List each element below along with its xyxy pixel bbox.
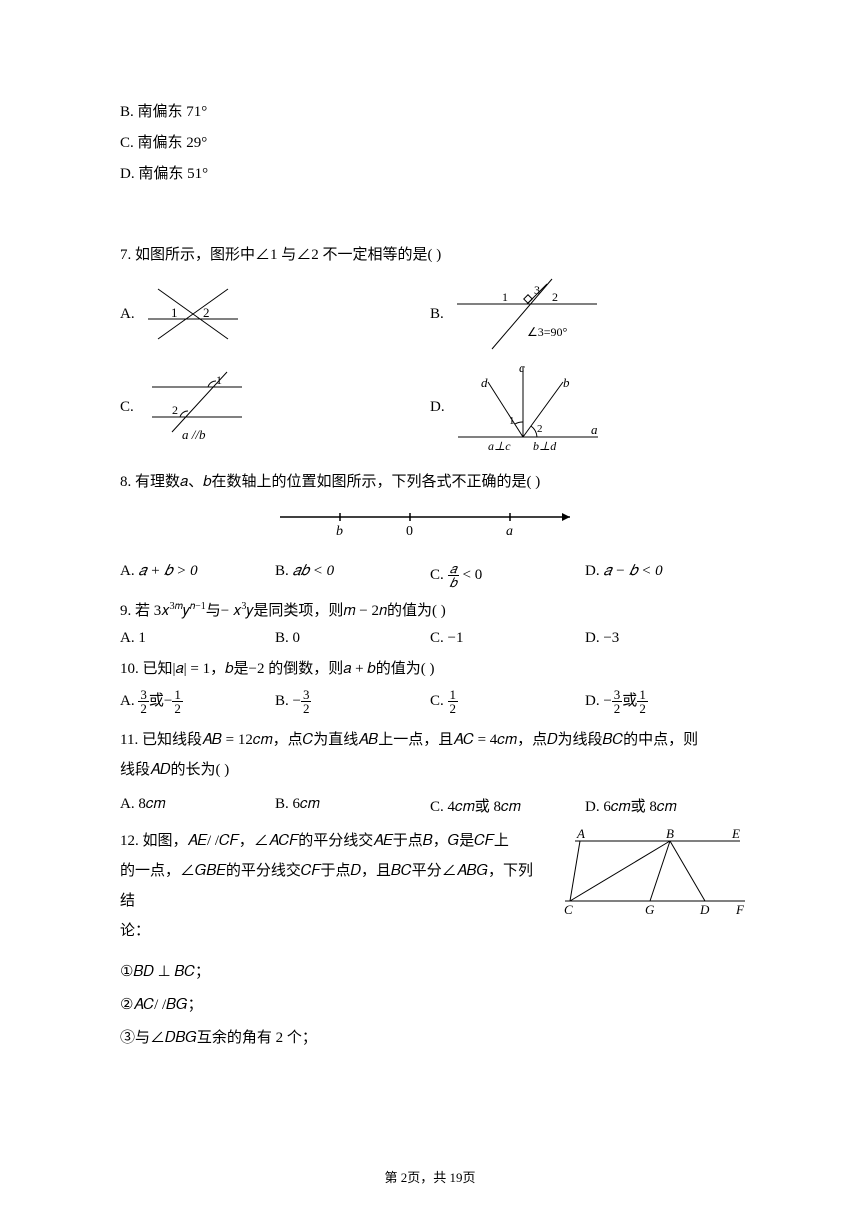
svg-text:B: B bbox=[666, 826, 674, 841]
svg-text:1: 1 bbox=[216, 373, 222, 387]
q7-b-label: B. bbox=[430, 306, 444, 323]
q8-option-d: D. 𝑎 − 𝑏 < 0 bbox=[585, 562, 740, 589]
q8-option-b: B. 𝑎𝑏 < 0 bbox=[275, 562, 430, 589]
q10-stem: 10. 已知|𝑎| = 1，𝑏是−2 的倒数，则𝑎 + 𝑏的值为( ) bbox=[120, 657, 740, 678]
q11-option-a: A. 8𝑐𝑚 bbox=[120, 795, 275, 816]
q8-options: A. 𝑎 + 𝑏 > 0 B. 𝑎𝑏 < 0 C. 𝑎𝑏 < 0 D. 𝑎 − … bbox=[120, 562, 740, 589]
q7-d-label: D. bbox=[430, 399, 445, 416]
q11-options: A. 8𝑐𝑚 B. 6𝑐𝑚 C. 4𝑐𝑚或 8𝑐𝑚 D. 6𝑐𝑚或 8𝑐𝑚 bbox=[120, 795, 740, 816]
svg-text:1: 1 bbox=[509, 415, 515, 427]
q9-option-c: C. −1 bbox=[430, 630, 585, 647]
q7-c-label: C. bbox=[120, 399, 134, 416]
page-footer: 第 2页，共 19页 bbox=[0, 1167, 860, 1186]
svg-text:d: d bbox=[481, 375, 488, 390]
q7-option-d: D. 1 2 c d b a a⊥c b⊥d bbox=[430, 362, 740, 452]
svg-text:1: 1 bbox=[502, 290, 508, 304]
q10-option-c: C. 12 bbox=[430, 688, 585, 715]
q9-option-b: B. 0 bbox=[275, 630, 430, 647]
svg-text:3: 3 bbox=[534, 283, 540, 297]
q11-option-d: D. 6𝑐𝑚或 8𝑐𝑚 bbox=[585, 795, 740, 816]
svg-text:F: F bbox=[735, 902, 745, 916]
svg-text:E: E bbox=[731, 826, 740, 841]
q8-numberline: b 0 a bbox=[120, 497, 740, 542]
q7-fig-b: 1 3 2 ∠3=90° bbox=[452, 274, 602, 354]
svg-text:b: b bbox=[336, 524, 343, 539]
q12-block: 12. 如图，𝐴𝐸/ /𝐶𝐹，∠𝐴𝐶𝐹的平分线交𝐴𝐸于点𝐵，𝐺是𝐶𝐹上 的一点，… bbox=[120, 826, 740, 1055]
q11-option-b: B. 6𝑐𝑚 bbox=[275, 795, 430, 816]
svg-text:C: C bbox=[564, 902, 573, 916]
q9-options: A. 1 B. 0 C. −1 D. −3 bbox=[120, 630, 740, 647]
svg-text:D: D bbox=[699, 902, 710, 916]
q8-option-a: A. 𝑎 + 𝑏 > 0 bbox=[120, 562, 275, 589]
q6-option-b: B. 南偏东 71° bbox=[120, 100, 740, 121]
q9-option-a: A. 1 bbox=[120, 630, 275, 647]
q9-stem: 9. 若 3𝑥3𝑚𝑦𝑛−1与− 𝑥3𝑦是同类项，则𝑚 − 2𝑛的值为( ) bbox=[120, 599, 740, 620]
q7-fig-a: 1 2 bbox=[143, 284, 243, 344]
svg-text:2: 2 bbox=[552, 290, 558, 304]
q6-option-c: C. 南偏东 29° bbox=[120, 131, 740, 152]
svg-text:2: 2 bbox=[172, 403, 178, 417]
q10-options: A. 32或−12 B. −32 C. 12 D. −32或12 bbox=[120, 688, 740, 715]
svg-text:G: G bbox=[645, 902, 655, 916]
svg-text:A: A bbox=[576, 826, 585, 841]
q12-conclusions: ①𝐵𝐷 ⊥ 𝐵𝐶； ②𝐴𝐶/ /𝐵𝐺； ③与∠𝐷𝐵𝐺互余的角有 2 个； bbox=[120, 956, 740, 1055]
q10-option-d: D. −32或12 bbox=[585, 688, 740, 715]
q7-fig-d: 1 2 c d b a a⊥c b⊥d bbox=[453, 362, 603, 452]
svg-text:a⊥c: a⊥c bbox=[488, 439, 511, 452]
q7-a-label: A. bbox=[120, 306, 135, 323]
svg-text:2: 2 bbox=[203, 305, 210, 320]
q7-option-b: B. 1 3 2 ∠3=90° bbox=[430, 274, 740, 354]
q12-stem: 12. 如图，𝐴𝐸/ /𝐶𝐹，∠𝐴𝐶𝐹的平分线交𝐴𝐸于点𝐵，𝐺是𝐶𝐹上 的一点，… bbox=[120, 826, 540, 946]
svg-text:b⊥d: b⊥d bbox=[533, 439, 557, 452]
q12-c3: ③与∠𝐷𝐵𝐺互余的角有 2 个； bbox=[120, 1022, 740, 1055]
svg-text:a: a bbox=[591, 422, 598, 437]
q7-option-c: C. 1 2 a //b bbox=[120, 362, 430, 452]
q6-option-d: D. 南偏东 51° bbox=[120, 162, 740, 183]
svg-text:∠3=90°: ∠3=90° bbox=[527, 325, 568, 339]
q11-option-c: C. 4𝑐𝑚或 8𝑐𝑚 bbox=[430, 795, 585, 816]
svg-text:a: a bbox=[506, 524, 513, 539]
q12-c2: ②𝐴𝐶/ /𝐵𝐺； bbox=[120, 989, 740, 1022]
q8-stem: 8. 有理数𝑎、𝑏在数轴上的位置如图所示，下列各式不正确的是( ) bbox=[120, 470, 740, 491]
q7-stem: 7. 如图所示，图形中∠1 与∠2 不一定相等的是( ) bbox=[120, 243, 740, 264]
q10-option-b: B. −32 bbox=[275, 688, 430, 715]
q7-options: A. 1 2 B. 1 3 2 ∠3=90° C. 1 bbox=[120, 274, 740, 460]
svg-text:a //b: a //b bbox=[182, 427, 206, 442]
q9-option-d: D. −3 bbox=[585, 630, 740, 647]
q12-c1: ①𝐵𝐷 ⊥ 𝐵𝐶； bbox=[120, 956, 740, 989]
q7-option-a: A. 1 2 bbox=[120, 274, 430, 354]
svg-text:c: c bbox=[519, 362, 525, 375]
svg-text:2: 2 bbox=[537, 423, 543, 435]
q12-figure: A B E C G D F bbox=[560, 826, 750, 916]
q11-stem: 11. 已知线段𝐴𝐵 = 12𝑐𝑚，点𝐶为直线𝐴𝐵上一点，且𝐴𝐶 = 4𝑐𝑚，点… bbox=[120, 725, 740, 785]
q8-option-c: C. 𝑎𝑏 < 0 bbox=[430, 562, 585, 589]
q7-fig-c: 1 2 a //b bbox=[142, 367, 252, 447]
svg-text:b: b bbox=[563, 375, 570, 390]
svg-text:0: 0 bbox=[406, 524, 413, 539]
svg-text:1: 1 bbox=[171, 305, 178, 320]
q10-option-a: A. 32或−12 bbox=[120, 688, 275, 715]
